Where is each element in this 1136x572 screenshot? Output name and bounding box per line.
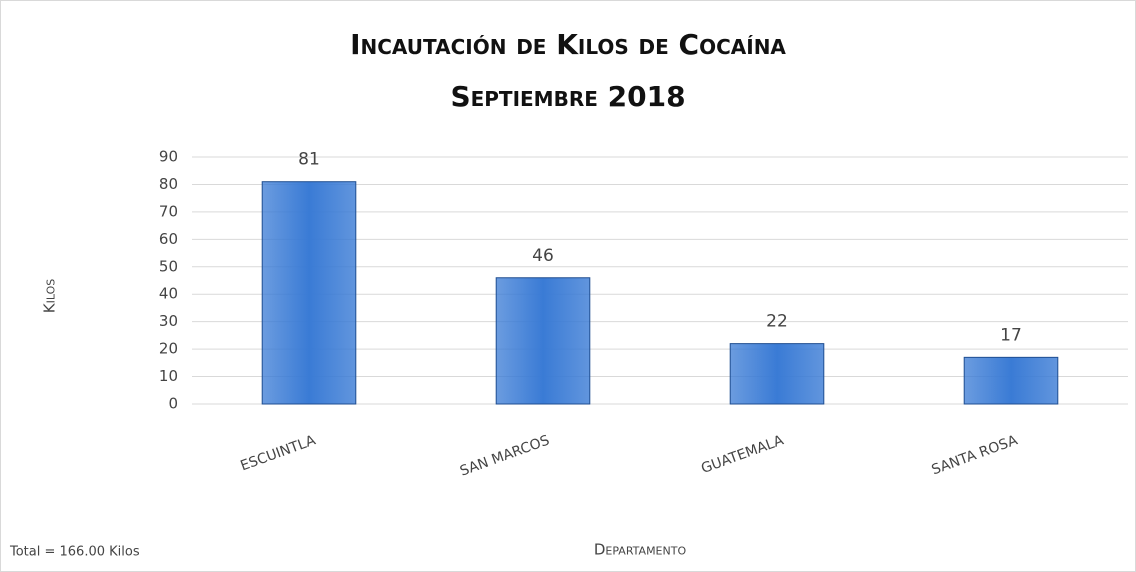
x-axis-label: Departamento [594,541,687,559]
chart-title: Incautación de Kilos de Cocaína [350,28,786,61]
y-tick-label: 80 [159,175,178,193]
y-tick-label: 50 [159,257,178,275]
chart-subtitle: Septiembre 2018 [450,80,685,113]
value-label: 22 [766,312,788,332]
bar [261,181,357,405]
y-tick-label: 70 [159,202,178,220]
bar [495,277,591,405]
annotation: Total = 166.00 Kilos [9,545,140,560]
bar [963,356,1059,405]
value-label: 46 [532,246,554,266]
y-tick-label: 40 [159,285,178,303]
value-label: 17 [1000,325,1022,345]
y-tick-label: 30 [159,312,178,330]
y-tick-label: 60 [159,230,178,248]
y-axis-label: Kilos [41,279,59,313]
y-tick-label: 20 [159,340,178,358]
y-tick-label: 10 [159,367,178,385]
y-tick-label: 90 [159,148,178,166]
value-label: 81 [298,150,320,170]
bar [729,343,825,405]
y-tick-label: 0 [168,395,178,413]
